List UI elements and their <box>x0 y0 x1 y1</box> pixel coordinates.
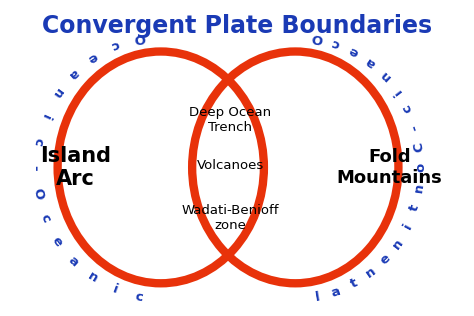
Text: -: - <box>29 165 42 170</box>
Text: n: n <box>377 67 393 83</box>
Text: Deep Ocean
Trench: Deep Ocean Trench <box>189 106 271 134</box>
Text: n: n <box>412 182 427 193</box>
Text: e: e <box>49 234 65 249</box>
Text: n: n <box>85 270 100 286</box>
Text: o: o <box>414 163 428 172</box>
Text: Wadati-Benioff
zone: Wadati-Benioff zone <box>182 204 279 232</box>
Text: Island
Arc: Island Arc <box>40 146 111 189</box>
Text: O: O <box>30 186 45 200</box>
Text: c: c <box>400 102 415 115</box>
Text: i: i <box>110 283 119 297</box>
Text: O: O <box>310 31 324 45</box>
Text: Convergent Plate Boundaries: Convergent Plate Boundaries <box>42 14 432 38</box>
Text: O: O <box>132 31 146 45</box>
Text: a: a <box>330 284 342 300</box>
Text: n: n <box>49 86 65 101</box>
Text: t: t <box>348 276 359 291</box>
Text: c: c <box>134 290 144 304</box>
Text: a: a <box>65 65 81 81</box>
Text: c: c <box>330 35 342 50</box>
Text: Volcanoes: Volcanoes <box>197 159 264 172</box>
Text: c: c <box>30 136 45 147</box>
Text: a: a <box>65 254 81 270</box>
Text: l: l <box>314 290 320 304</box>
Text: n: n <box>390 236 405 252</box>
Text: Fold
Mountains: Fold Mountains <box>337 148 442 187</box>
Text: i: i <box>401 221 414 232</box>
Text: c: c <box>37 212 53 225</box>
Text: n: n <box>363 265 378 281</box>
Text: -: - <box>408 123 422 132</box>
Text: i: i <box>391 85 404 97</box>
Text: e: e <box>347 43 361 59</box>
Text: c: c <box>109 38 121 52</box>
Text: C: C <box>412 141 427 153</box>
Text: i: i <box>38 112 52 121</box>
Text: e: e <box>85 49 100 65</box>
Text: a: a <box>363 54 378 70</box>
Text: t: t <box>408 203 422 213</box>
Text: e: e <box>377 252 392 267</box>
